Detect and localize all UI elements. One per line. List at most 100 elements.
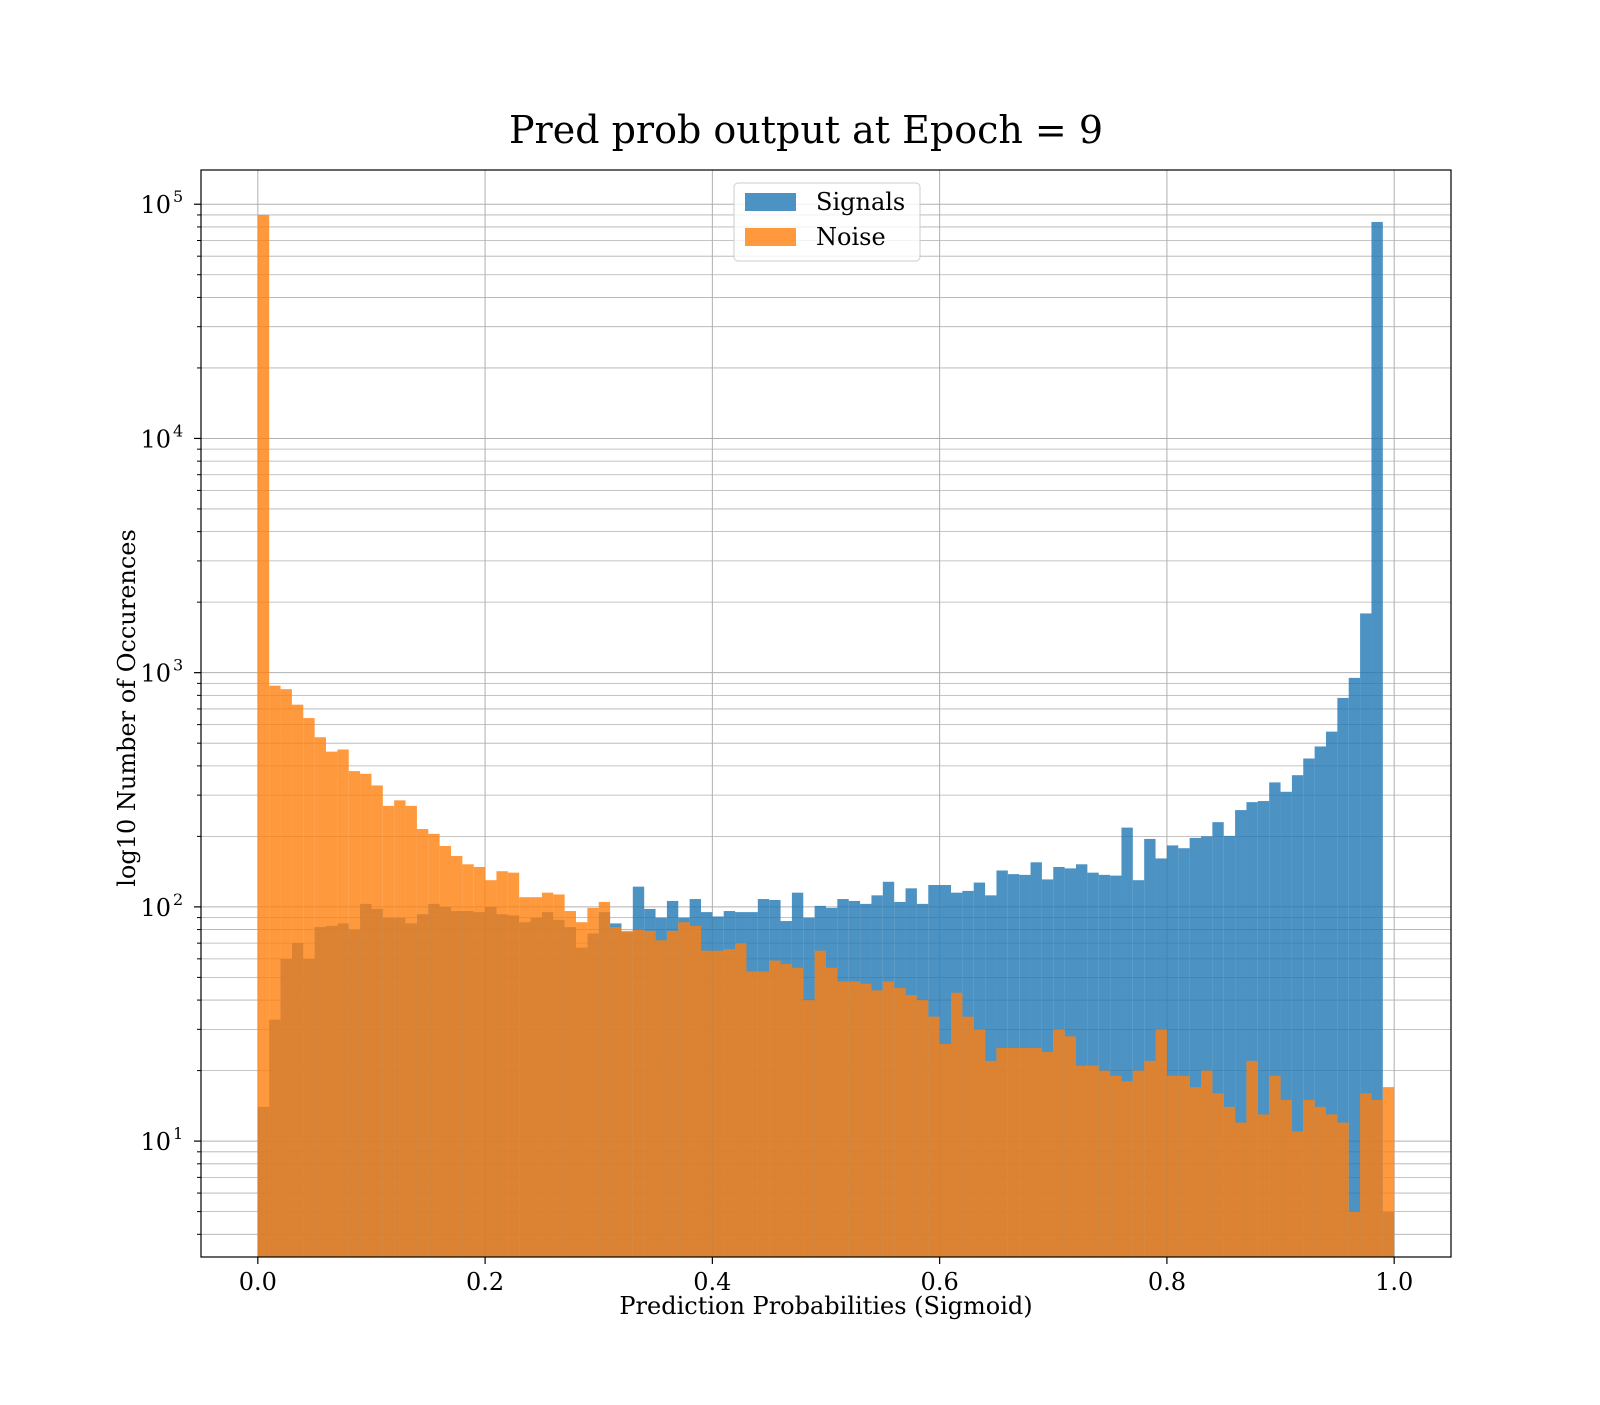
bar-noise: [644, 930, 656, 1257]
bar-noise: [326, 751, 338, 1257]
bar-noise: [1178, 1075, 1190, 1257]
bar-noise: [905, 995, 917, 1257]
bar-signals: [1314, 746, 1326, 1257]
bar-noise: [678, 922, 690, 1257]
bar-noise: [382, 805, 395, 1257]
y-tick-exponent: 1: [173, 1124, 183, 1143]
y-tick-label: 10: [140, 660, 171, 688]
histogram-bars: [257, 214, 1395, 1258]
bar-noise: [428, 833, 440, 1257]
bar-noise: [1223, 1106, 1236, 1257]
legend-swatch-noise: [745, 228, 796, 246]
bar-noise: [1189, 1087, 1201, 1257]
bar-noise: [780, 964, 792, 1257]
bar-noise: [314, 737, 326, 1257]
bar-noise: [712, 950, 724, 1257]
bar-noise: [1326, 1114, 1338, 1257]
bar-noise: [1201, 1070, 1213, 1257]
bar-noise: [848, 981, 861, 1257]
bar-noise: [803, 1000, 815, 1257]
bar-noise: [1348, 1211, 1361, 1257]
bar-signals: [1212, 822, 1224, 1257]
bar-noise: [746, 971, 758, 1257]
bar-signals: [1189, 837, 1201, 1257]
bar-noise: [1110, 1075, 1122, 1257]
bar-signals: [1178, 848, 1190, 1257]
x-axis-ticks: 0.0 0.2 0.4 0.6 0.8 1.0: [239, 1257, 1413, 1296]
bar-signals: [1246, 802, 1258, 1257]
bar-noise: [598, 901, 611, 1257]
bar-noise: [985, 1060, 997, 1257]
bar-signals: [1223, 835, 1236, 1257]
legend-label-noise: Noise: [816, 223, 886, 251]
bar-noise: [814, 950, 826, 1257]
bar-noise: [1291, 1131, 1304, 1257]
bar-noise: [621, 930, 633, 1257]
y-tick-exponent: 4: [173, 421, 183, 440]
bar-noise: [587, 907, 599, 1257]
bar-noise: [291, 704, 304, 1257]
bar-signals: [1337, 697, 1349, 1257]
bar-signals: [1132, 880, 1145, 1257]
bar-noise: [632, 929, 645, 1257]
bar-noise: [394, 800, 406, 1257]
bar-noise: [1360, 1093, 1372, 1257]
bar-noise: [405, 805, 417, 1257]
bar-noise: [1269, 1075, 1281, 1257]
bar-noise: [1303, 1099, 1315, 1257]
bar-noise: [564, 911, 576, 1257]
bar-noise: [769, 960, 781, 1257]
bar-signals: [1257, 801, 1270, 1257]
bar-noise: [360, 773, 372, 1257]
x-axis-label: Prediction Probabilities (Sigmoid): [619, 1292, 1032, 1320]
bar-noise: [735, 943, 747, 1257]
bar-noise: [723, 949, 736, 1257]
plot-frame: [200, 169, 1452, 1258]
y-tick-label: 10: [140, 191, 171, 219]
bar-noise: [416, 829, 429, 1257]
bar-noise: [541, 892, 554, 1257]
x-tick-label: 0.0: [239, 1268, 277, 1296]
bar-noise: [973, 1029, 986, 1257]
bar-signals: [1303, 758, 1315, 1257]
bar-noise: [894, 988, 906, 1257]
bar-noise: [269, 685, 281, 1257]
bar-signals: [1269, 782, 1281, 1257]
bar-signals: [1110, 875, 1122, 1257]
bar-noise: [655, 940, 667, 1257]
bar-noise: [496, 871, 508, 1257]
y-tick-exponent: 2: [173, 890, 183, 909]
bar-signals: [1291, 775, 1304, 1257]
bar-noise: [1166, 1075, 1179, 1257]
bar-signals: [1098, 874, 1111, 1257]
bar-noise: [1132, 1070, 1145, 1257]
bar-noise: [666, 930, 679, 1257]
bar-noise: [1337, 1122, 1349, 1257]
bar-noise: [280, 689, 292, 1257]
bar-noise: [1314, 1106, 1326, 1257]
bar-noise: [519, 897, 531, 1257]
bar-signals: [1326, 731, 1338, 1257]
bar-noise: [1382, 1087, 1395, 1257]
bar-noise: [1144, 1060, 1156, 1257]
y-axis-label: log10 Number of Occurences: [113, 529, 141, 887]
bar-noise: [1041, 1052, 1054, 1257]
bar-noise: [439, 845, 451, 1257]
bar-noise: [996, 1047, 1008, 1257]
bar-noise: [1064, 1036, 1076, 1257]
bar-noise: [553, 894, 565, 1257]
bar-noise: [791, 967, 804, 1257]
bar-noise: [860, 983, 872, 1257]
y-tick-label: 10: [140, 1128, 171, 1156]
series-noise: [257, 214, 1395, 1258]
bar-noise: [303, 718, 315, 1257]
bar-noise: [473, 867, 486, 1257]
bar-signals: [1280, 791, 1292, 1257]
bar-noise: [1280, 1099, 1292, 1257]
bar-noise: [939, 1043, 951, 1257]
bar-noise: [451, 855, 463, 1257]
bar-signals: [1360, 613, 1372, 1257]
y-tick-label: 10: [140, 894, 171, 922]
y-tick-exponent: 3: [173, 656, 183, 675]
